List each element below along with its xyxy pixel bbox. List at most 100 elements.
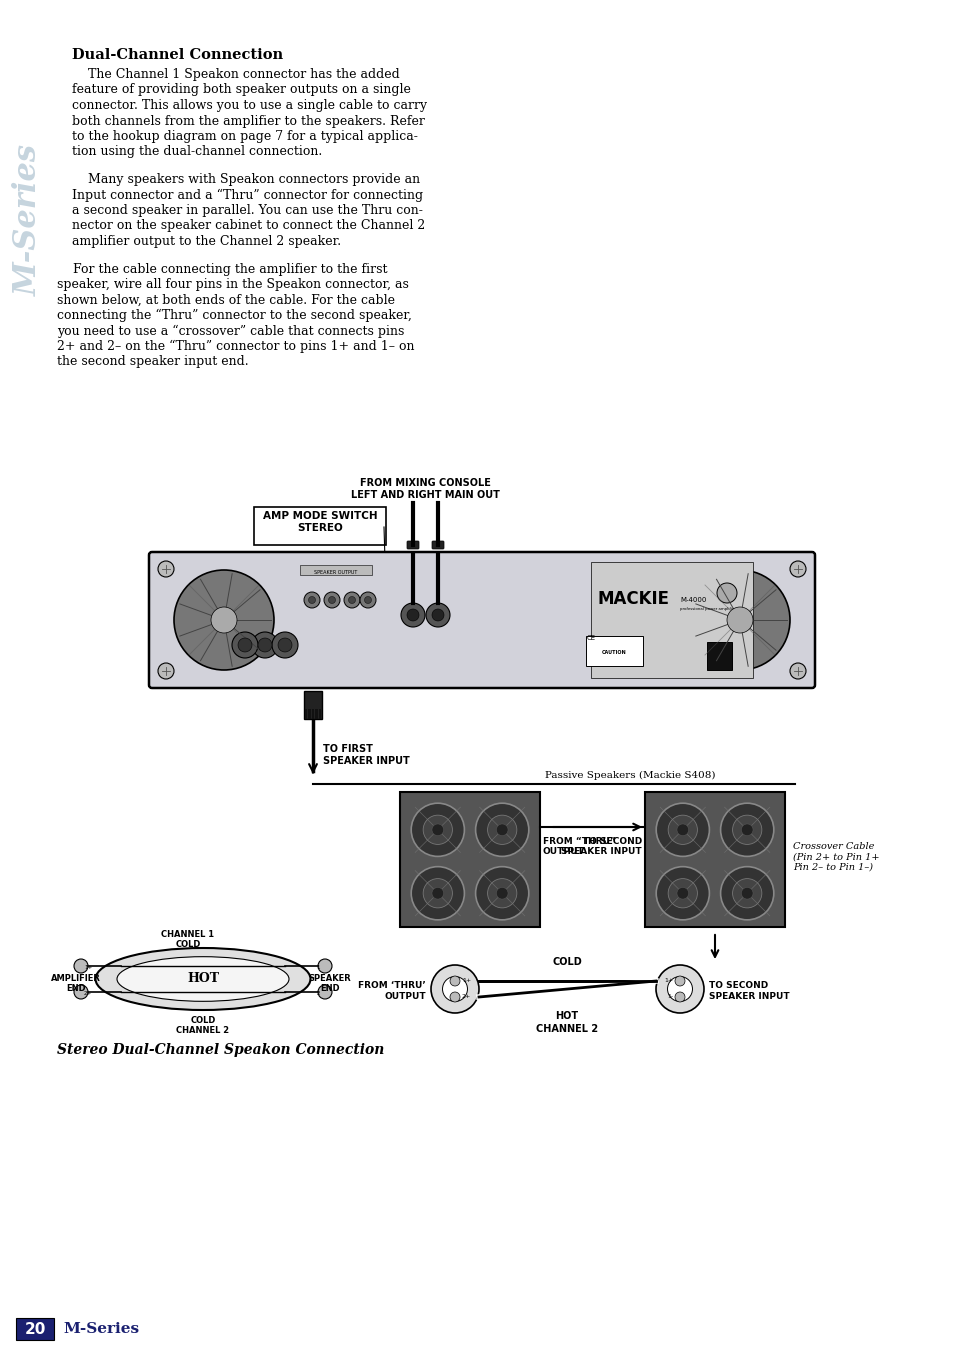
Text: AMPLIFIER
END: AMPLIFIER END [51,973,101,994]
Text: tion using the dual-channel connection.: tion using the dual-channel connection. [71,146,322,158]
Text: 20: 20 [24,1322,46,1336]
Text: 1+: 1+ [663,979,672,984]
Text: TO SECOND
SPEAKER INPUT: TO SECOND SPEAKER INPUT [560,837,641,856]
Circle shape [426,603,450,626]
Circle shape [324,593,339,608]
Circle shape [496,887,508,899]
FancyBboxPatch shape [16,1318,54,1341]
Text: you need to use a “crossover” cable that connects pins: you need to use a “crossover” cable that… [57,324,404,338]
Circle shape [442,976,467,1002]
Text: Many speakers with Speakon connectors provide an: Many speakers with Speakon connectors pr… [71,173,419,186]
FancyBboxPatch shape [590,562,752,678]
Text: M-Series: M-Series [12,144,44,296]
Circle shape [252,632,277,657]
Circle shape [257,639,272,652]
Ellipse shape [117,957,289,1002]
FancyBboxPatch shape [308,709,311,720]
Circle shape [677,824,688,836]
Text: 1: 1 [315,965,319,971]
Circle shape [789,663,805,679]
Circle shape [272,632,297,657]
Circle shape [158,663,173,679]
Circle shape [740,824,752,836]
Text: amplifier output to the Channel 2 speaker.: amplifier output to the Channel 2 speake… [71,235,341,248]
Ellipse shape [95,948,310,1010]
Text: Dual-Channel Connection: Dual-Channel Connection [71,49,283,62]
FancyBboxPatch shape [312,709,314,720]
Circle shape [432,824,443,836]
Circle shape [496,824,508,836]
Circle shape [317,986,332,999]
Circle shape [667,976,692,1002]
Circle shape [720,867,773,919]
Circle shape [450,992,459,1002]
Text: Stereo Dual-Channel Speakon Connection: Stereo Dual-Channel Speakon Connection [57,1044,384,1057]
Circle shape [476,867,528,919]
Circle shape [476,803,528,856]
Circle shape [277,639,292,652]
Circle shape [308,597,315,603]
Text: CHANNEL 1
COLD: CHANNEL 1 COLD [161,930,214,949]
Circle shape [407,609,418,621]
FancyBboxPatch shape [299,566,372,575]
Circle shape [720,803,773,856]
Circle shape [431,965,478,1012]
Circle shape [432,887,443,899]
FancyBboxPatch shape [407,541,418,549]
Text: Passive Speakers (Mackie S408): Passive Speakers (Mackie S408) [544,771,715,780]
Circle shape [359,593,375,608]
Circle shape [232,632,257,657]
Text: TO FIRST
SPEAKER INPUT: TO FIRST SPEAKER INPUT [323,744,410,765]
Circle shape [717,583,737,603]
Text: 1+: 1+ [461,979,471,984]
Text: 2+: 2+ [84,991,92,996]
FancyBboxPatch shape [253,508,386,545]
Text: COLD: COLD [552,957,581,967]
Circle shape [487,815,517,845]
Text: 2+: 2+ [461,995,471,999]
Text: to the hookup diagram on page 7 for a typical applica-: to the hookup diagram on page 7 for a ty… [71,130,417,143]
Circle shape [656,867,709,919]
Text: a second speaker in parallel. You can use the Thru con-: a second speaker in parallel. You can us… [71,204,422,217]
Text: Input connector and a “Thru” connector for connecting: Input connector and a “Thru” connector f… [71,189,423,201]
FancyBboxPatch shape [706,643,731,670]
Text: speaker, wire all four pins in the Speakon connector, as: speaker, wire all four pins in the Speak… [57,278,409,292]
Text: 1-: 1- [666,995,672,999]
Circle shape [423,879,452,909]
Circle shape [656,965,703,1012]
Text: CHANNEL 2: CHANNEL 2 [536,1025,598,1034]
Text: The Channel 1 Speakon connector has the added: The Channel 1 Speakon connector has the … [71,68,399,81]
Circle shape [675,992,684,1002]
Circle shape [689,570,789,670]
Text: Crossover Cable
(Pin 2+ to Pin 1+
Pin 2– to Pin 1–): Crossover Cable (Pin 2+ to Pin 1+ Pin 2–… [792,842,879,872]
Text: SPEAKER OUTPUT: SPEAKER OUTPUT [314,570,357,575]
Text: HOT: HOT [555,1011,578,1021]
Circle shape [344,593,359,608]
FancyBboxPatch shape [644,792,784,927]
Circle shape [411,867,464,919]
Text: both channels from the amplifier to the speakers. Refer: both channels from the amplifier to the … [71,115,424,127]
Text: 2: 2 [315,991,319,996]
Circle shape [411,803,464,856]
Text: the second speaker input end.: the second speaker input end. [57,355,249,369]
Text: 2+ and 2– on the “Thru” connector to pins 1+ and 1– on: 2+ and 2– on the “Thru” connector to pin… [57,340,414,354]
Text: HOT: HOT [187,972,219,986]
Text: FROM MIXING CONSOLE
LEFT AND RIGHT MAIN OUT: FROM MIXING CONSOLE LEFT AND RIGHT MAIN … [350,478,499,500]
Text: TO SECOND
SPEAKER INPUT: TO SECOND SPEAKER INPUT [708,981,789,1000]
Circle shape [304,593,319,608]
Text: nector on the speaker cabinet to connect the Channel 2: nector on the speaker cabinet to connect… [71,220,425,232]
Circle shape [432,609,443,621]
Circle shape [726,608,752,633]
FancyBboxPatch shape [318,709,321,720]
Circle shape [450,976,459,986]
Circle shape [364,597,371,603]
Text: connecting the “Thru” connector to the second speaker,: connecting the “Thru” connector to the s… [57,309,412,323]
Circle shape [732,879,761,909]
Circle shape [656,803,709,856]
Text: CAUTION: CAUTION [601,649,626,655]
Text: MACKIE: MACKIE [598,590,669,608]
Circle shape [158,562,173,576]
Circle shape [423,815,452,845]
FancyBboxPatch shape [149,552,814,688]
Circle shape [211,608,236,633]
